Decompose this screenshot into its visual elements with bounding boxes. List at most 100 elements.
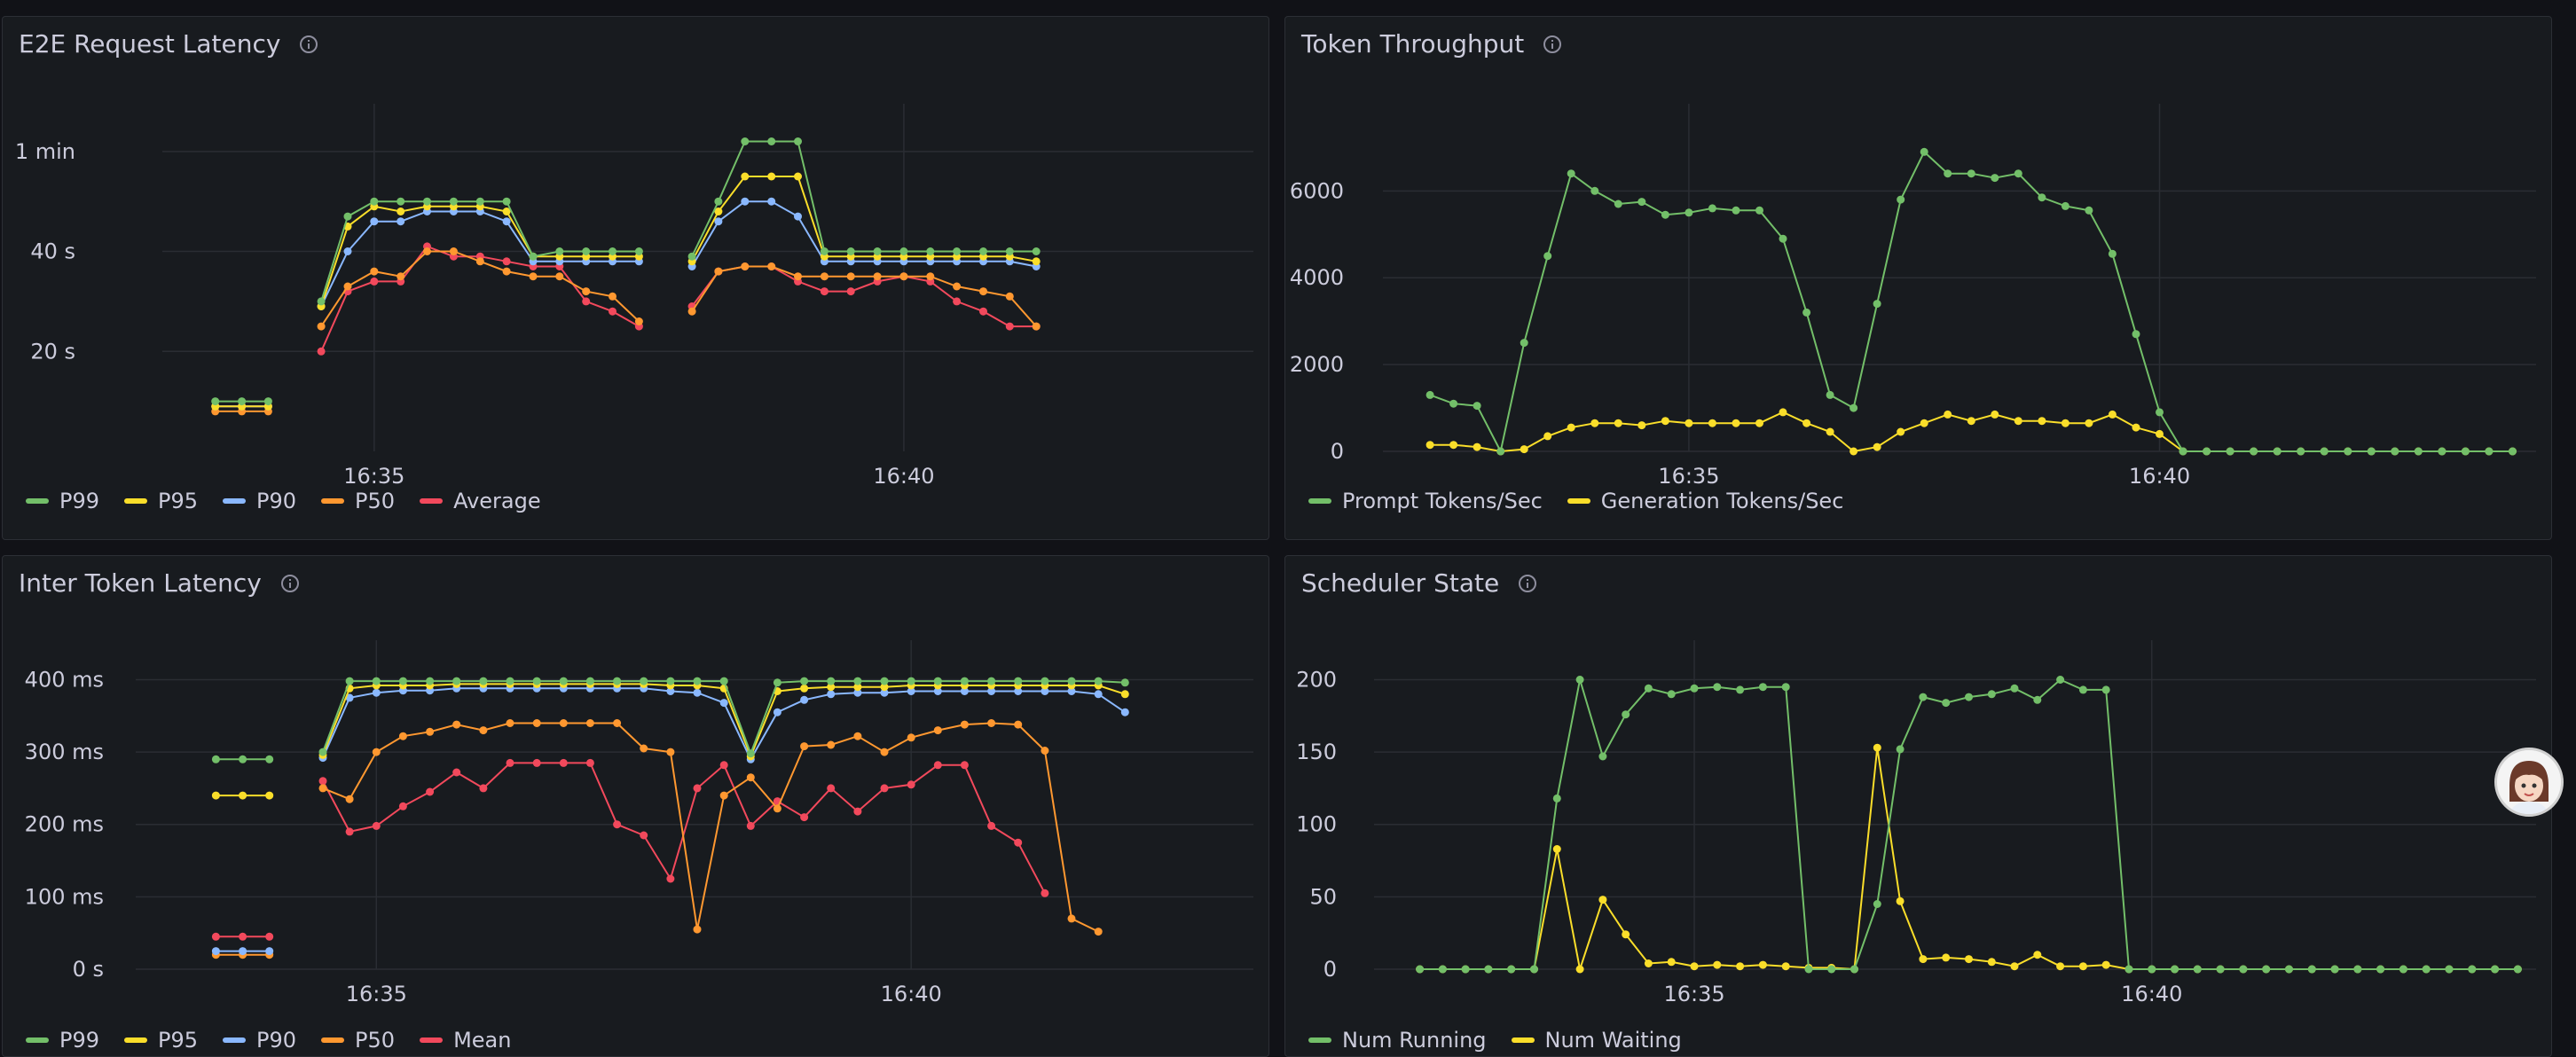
data-point [2239,965,2248,974]
data-point [397,217,405,226]
data-point [613,719,622,727]
legend-item[interactable]: P90 [223,1028,296,1053]
data-point [2513,965,2522,974]
data-point [1014,720,1023,729]
data-point [933,677,942,685]
data-point [2148,965,2156,974]
legend-item[interactable]: P99 [26,1028,99,1053]
data-point [506,719,514,727]
data-point [1896,896,1905,905]
data-point [953,247,962,255]
data-point [1987,690,1996,699]
legend-item[interactable]: Generation Tokens/Sec [1567,489,1843,513]
data-point [345,677,354,685]
data-point [585,677,594,685]
data-point [479,784,488,793]
legend-item[interactable]: P50 [321,1028,395,1053]
data-point [800,677,809,685]
data-point [502,267,511,276]
data-point [613,820,622,829]
series-generation-tokens-sec [1425,408,2517,456]
data-point [1944,410,1952,419]
data-point [2010,684,2019,693]
info-circle-icon[interactable] [1519,574,1537,592]
data-point [1713,960,1722,969]
data-point [1965,955,1973,964]
data-point [1690,962,1699,971]
legend-item[interactable]: Mean [420,1028,511,1053]
data-point [426,787,435,796]
y-tick-label: 40 s [30,239,75,264]
data-point [1067,687,1076,695]
data-point [1416,965,1425,974]
data-point [2216,965,2225,974]
data-point [1942,953,1951,962]
data-point [880,677,889,685]
data-point [1873,442,1881,451]
data-point [609,247,617,255]
data-point [609,292,617,301]
data-point [2038,193,2046,202]
legend-swatch [1308,498,1331,504]
data-point [1758,683,1767,692]
data-point [263,397,272,406]
data-point [1598,752,1607,761]
legend-label: Num Running [1342,1028,1487,1053]
legend-item[interactable]: Num Waiting [1511,1028,1682,1053]
data-point [2124,965,2133,974]
legend-swatch [321,1037,345,1043]
legend-item[interactable]: P95 [124,1028,198,1053]
legend-item[interactable]: Prompt Tokens/Sec [1308,489,1543,513]
user-avatar-icon[interactable] [2494,748,2564,817]
data-point [853,807,862,816]
data-point [746,749,755,758]
data-point [318,777,327,786]
data-point [1575,676,1584,684]
data-point [2014,169,2022,178]
data-point [372,748,381,756]
legend-item[interactable]: Average [420,489,541,513]
data-point [555,247,564,255]
data-point [452,720,461,729]
legend-item[interactable]: P90 [223,489,296,513]
data-point [827,690,836,699]
data-point [2353,965,2362,974]
data-point [741,262,750,270]
data-point [926,272,935,281]
data-point [1041,677,1049,685]
data-point [1614,419,1622,427]
panel-token-throughput: Token Throughput 0 2000 4000 6000 16:35 16:40… [1284,16,2552,540]
legend-label: P50 [355,1028,396,1053]
info-circle-icon[interactable] [1543,35,1562,53]
data-point [1575,965,1584,974]
legend-item[interactable]: P95 [124,489,198,513]
data-point [2132,330,2140,339]
info-circle-icon[interactable] [280,574,299,592]
data-point [693,677,702,685]
data-point [2156,429,2164,438]
data-point [1987,958,1996,967]
data-point [987,821,996,830]
legend-swatch [321,498,345,504]
data-point [372,677,381,685]
x-tick-label: 16:40 [2121,982,2182,1006]
legend-item[interactable]: P99 [26,489,99,513]
data-point [1094,677,1103,685]
series-p95 [211,172,1041,411]
data-point [1919,693,1928,701]
series-average [211,242,1041,411]
data-point [1622,930,1630,939]
series-mean [211,758,1049,941]
data-point [1005,247,1014,255]
info-circle-icon[interactable] [300,35,318,53]
data-point [318,784,327,793]
data-point [398,732,407,740]
legend-item[interactable]: P50 [321,489,395,513]
data-point [317,297,326,306]
data-point [2038,417,2046,426]
x-tick-label: 16:40 [881,982,942,1006]
data-point [846,287,855,296]
legend-item[interactable]: Num Running [1308,1028,1487,1053]
data-point [773,708,781,716]
data-point [582,247,591,255]
